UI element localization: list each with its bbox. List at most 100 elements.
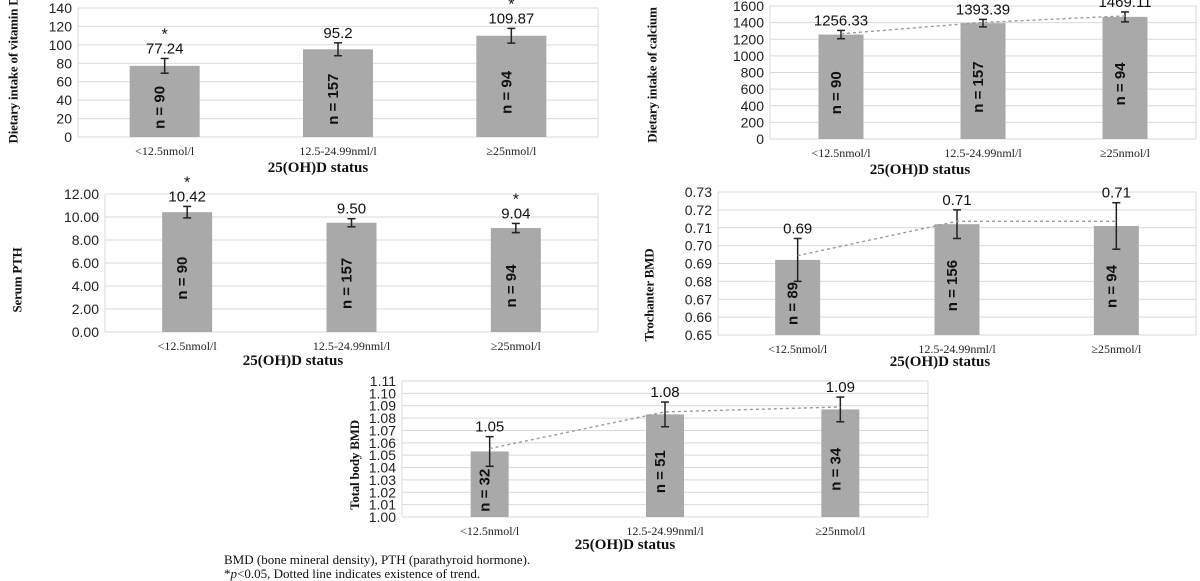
data-label: 77.24 [146,40,184,57]
y-tick-label: 1.00 [369,509,396,525]
x-tick-label: <12.5nmol/l [158,339,218,353]
significance-star: * [224,566,231,581]
data-label: 9.50 [337,201,366,218]
y-tick-label: 1.07 [369,422,396,438]
x-tick-label: ≥25nmol/l [486,144,537,158]
sample-size-label: n = 90 [828,71,845,114]
y-tick-label: 0.73 [685,184,712,200]
footnote-line-2-text: <0.05, Dotted line indicates existence o… [237,566,481,581]
y-tick-label: 1.11 [370,373,396,389]
y-tick-label: 2.00 [72,301,99,317]
data-label: 1.05 [475,419,504,436]
data-label: 1256.33 [814,12,868,29]
y-tick-label: 12.00 [64,186,99,202]
trend-line [797,220,1117,257]
y-tick-label: 80 [56,55,72,71]
bar [490,228,541,332]
y-tick-label: 0.67 [685,291,712,307]
y-tick-label: 1.04 [369,460,396,476]
footnote: BMD (bone mineral density), PTH (parathy… [224,553,530,581]
data-label: 0.71 [1102,185,1131,202]
x-tick-label: ≥25nmol/l [1100,146,1151,160]
y-tick-label: 1200 [733,31,764,47]
bar [162,212,213,332]
x-axis-title: 25(OH)D status [574,537,676,553]
y-tick-label: 0 [64,129,72,145]
bar [934,224,980,335]
trend-line [489,406,841,450]
footnote-line-2: *p<0.05, Dotted line indicates existence… [224,567,530,581]
x-tick-label: ≥25nmol/l [815,524,866,538]
y-tick-label: 40 [56,92,72,108]
x-tick-label: 12.5-24.99nml/l [918,342,996,356]
y-tick-label: 120 [49,18,73,34]
y-tick-label: 1000 [733,48,764,64]
data-label: 109.87 [488,10,534,27]
sample-size-label: n = 157 [970,61,987,112]
x-tick-label: 12.5-24.99nml/l [944,146,1022,160]
x-tick-label: <12.5nmol/l [768,342,828,356]
bar [129,65,200,137]
x-tick-label: <12.5nmol/l [460,524,520,538]
chart-trochanter-bmd: Trochanter BMD 0.65 0.66 0.67 0.68 0.69 0.70 0… [600,180,1200,370]
significance-marker: * [513,191,519,208]
y-tick-label: 400 [741,98,765,114]
y-tick-label: 0 [756,131,764,147]
sample-size-label: n = 32 [477,469,494,512]
bar [818,34,864,140]
y-tick-label: 600 [741,81,765,97]
sample-size-label: n = 156 [944,260,961,311]
x-tick-label: 12.5-24.99nml/l [626,524,704,538]
y-tick-label: 0.70 [685,238,712,254]
bar [326,222,377,332]
y-tick-label: 4.00 [72,278,99,294]
y-tick-label: 1.09 [369,398,396,414]
y-tick-label: 20 [56,111,72,127]
x-tick-label: ≥25nmol/l [491,339,542,353]
y-tick-label: 1.10 [369,385,396,401]
y-tick-label: 800 [741,65,765,81]
x-tick-label: 12.5-24.99nml/l [299,144,377,158]
y-tick-label: 0.69 [685,256,712,272]
sample-size-label: n = 94 [498,70,515,114]
x-tick-label: 12.5-24.99nml/l [313,339,391,353]
sample-size-label: n = 157 [339,258,356,309]
footnote-line-1: BMD (bone mineral density), PTH (parathy… [224,552,531,567]
significance-marker: * [184,174,190,191]
sample-size-label: n = 94 [1112,62,1129,106]
y-tick-label: 6.00 [72,255,99,271]
data-label: 95.2 [323,25,352,42]
y-tick-label: 1.01 [369,497,396,513]
x-axis-title: 25(OH)D status [889,354,991,370]
x-tick-label: <12.5nmol/l [811,146,871,160]
bar [646,414,684,517]
data-label: 1.09 [826,379,855,396]
y-tick-label: 1.03 [369,472,396,488]
bar [303,49,373,137]
significance-marker: * [162,26,168,43]
x-tick-label: <12.5nmol/l [135,144,195,158]
y-tick-label: 1400 [733,15,764,31]
y-tick-label: 0.00 [72,324,99,340]
y-tick-label: 1600 [733,0,764,14]
significance-marker: * [508,0,514,13]
y-tick-label: 1.06 [369,435,396,451]
x-tick-label: ≥25nmol/l [1091,342,1142,356]
chart-calcium: Dietary intake of calcium 0 200 400 600 800 1… [600,0,1200,180]
bar [821,409,860,517]
data-label: 1.08 [650,384,679,401]
sample-size-label: n = 51 [652,450,669,493]
y-tick-label: 0.65 [685,327,712,343]
chart-total-body-bmd: Total body BMD 1.00 1.01 1.02 1.03 1.04 1.05 1… [320,373,940,555]
sample-size-label: n = 157 [325,73,342,124]
y-tick-label: 0.66 [685,309,712,325]
sample-size-label: n = 90 [174,257,191,300]
chart-serum-pth: Serum PTH 0.00 2.00 4.00 6.00 8.00 10.00 12.00… [0,174,600,370]
x-axis-title: 25(OH)D status [869,162,971,178]
y-tick-label: 0.68 [685,273,712,289]
p-symbol: p [230,566,238,581]
bar [1102,16,1148,139]
y-tick-label: 8.00 [72,232,99,248]
y-tick-label: 0.71 [685,220,712,236]
x-axis-title: 25(OH)D status [242,353,344,369]
